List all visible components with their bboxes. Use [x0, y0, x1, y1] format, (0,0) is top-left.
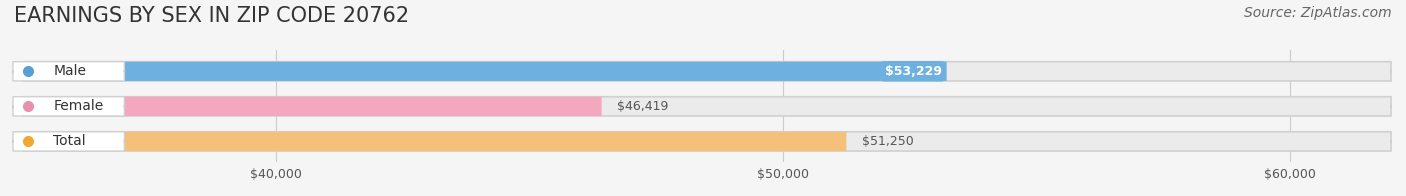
FancyBboxPatch shape: [13, 132, 124, 151]
Text: Male: Male: [53, 64, 87, 78]
Text: $46,419: $46,419: [617, 100, 668, 113]
Text: $53,229: $53,229: [884, 65, 942, 78]
Text: EARNINGS BY SEX IN ZIP CODE 20762: EARNINGS BY SEX IN ZIP CODE 20762: [14, 6, 409, 26]
FancyBboxPatch shape: [22, 97, 1391, 116]
Text: Source: ZipAtlas.com: Source: ZipAtlas.com: [1244, 6, 1392, 20]
FancyBboxPatch shape: [13, 62, 124, 81]
Text: Female: Female: [53, 99, 104, 113]
Text: $51,250: $51,250: [862, 135, 914, 148]
FancyBboxPatch shape: [22, 62, 1391, 81]
FancyBboxPatch shape: [13, 97, 124, 116]
FancyBboxPatch shape: [22, 97, 602, 116]
FancyBboxPatch shape: [22, 132, 846, 151]
Text: Total: Total: [53, 134, 86, 148]
FancyBboxPatch shape: [22, 62, 946, 81]
FancyBboxPatch shape: [22, 132, 1391, 151]
